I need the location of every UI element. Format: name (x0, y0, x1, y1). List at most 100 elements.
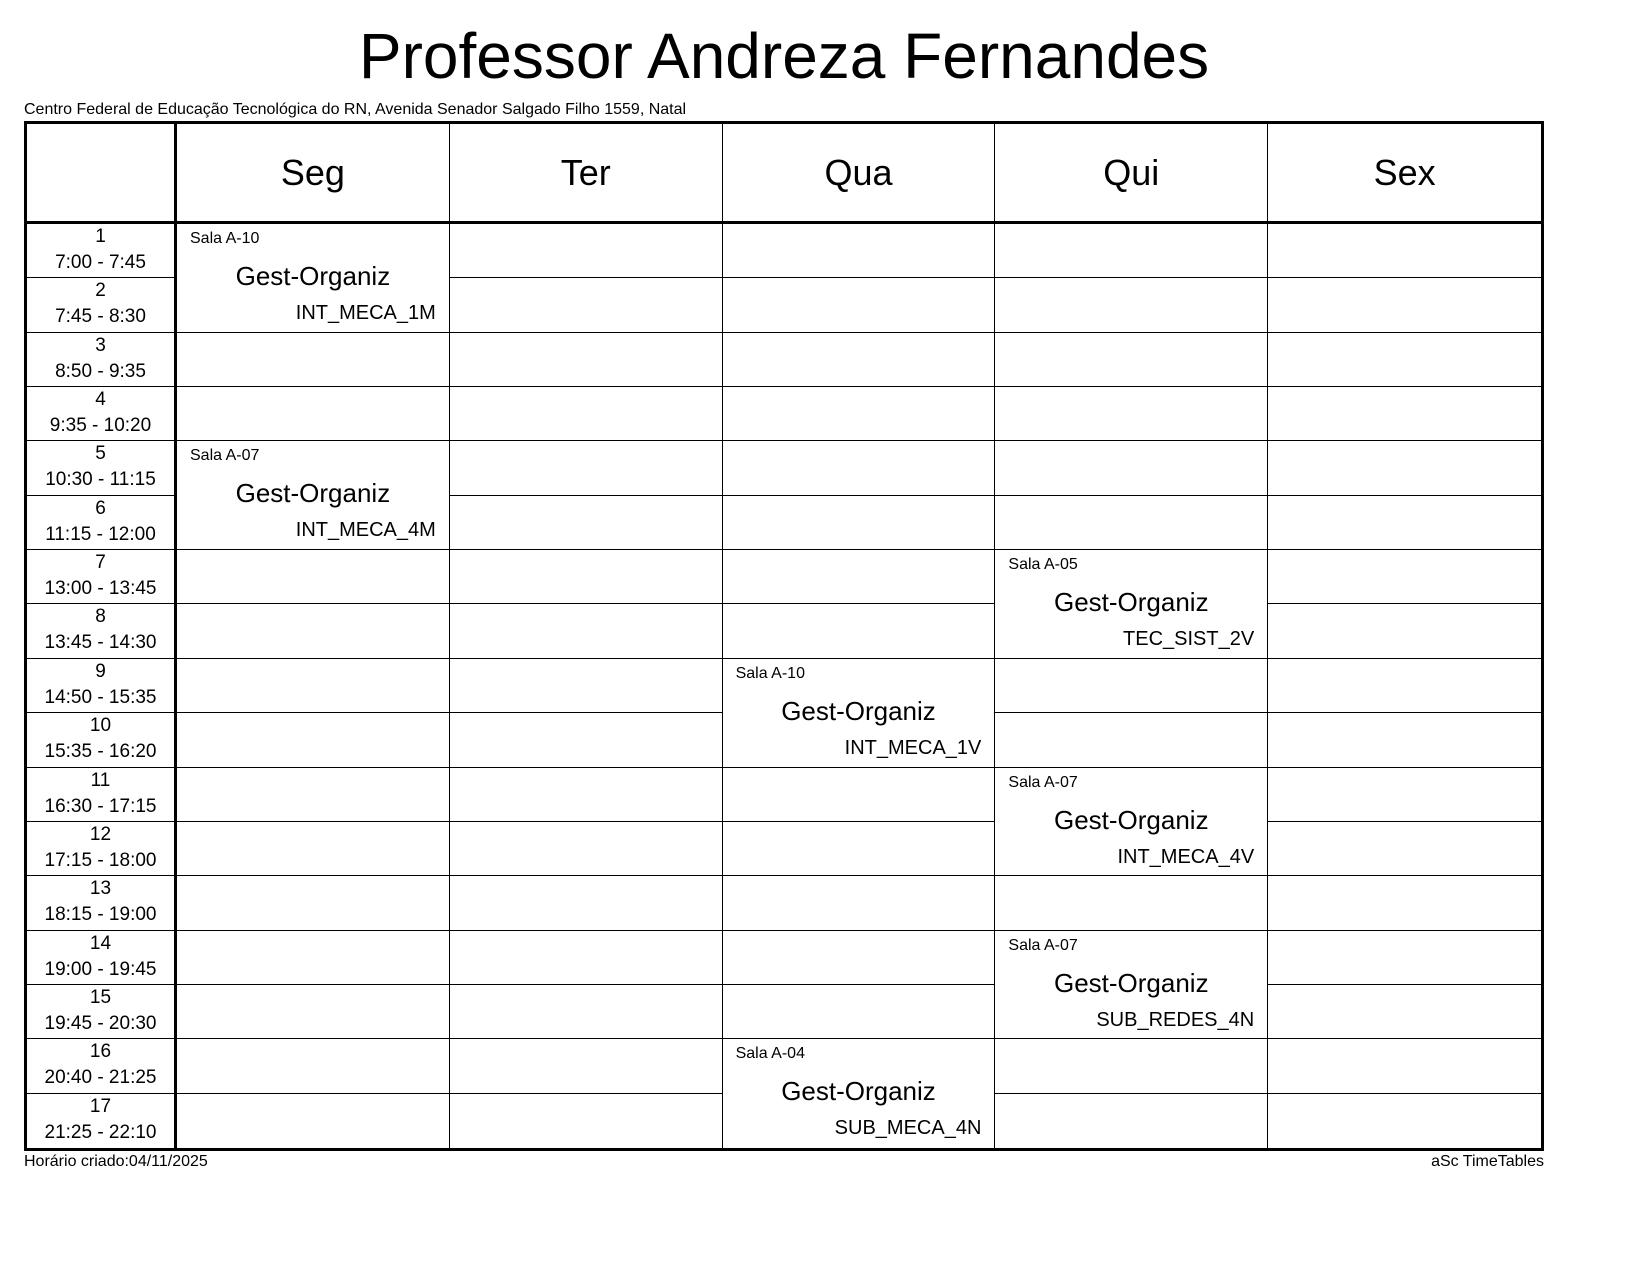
period-number: 9 (95, 660, 106, 682)
period-number: 12 (89, 823, 112, 845)
corner-cell (27, 124, 177, 224)
empty-slot (449, 224, 723, 279)
subject-label: Gest-Organiz (235, 261, 391, 291)
empty-slot (995, 1039, 1269, 1094)
empty-slot (449, 767, 723, 822)
period-time: 20:40 - 21:25 (44, 1067, 157, 1089)
empty-slot (449, 278, 723, 333)
period-number: 3 (95, 334, 106, 356)
empty-slot (177, 821, 450, 877)
empty-slot (177, 658, 450, 714)
empty-slot (722, 930, 996, 985)
empty-slot (449, 604, 723, 659)
period-time: 7:00 - 7:45 (55, 252, 146, 273)
empty-slot (995, 224, 1269, 279)
subject-label: Gest-Organiz (1053, 804, 1209, 835)
empty-slot (1268, 604, 1541, 659)
empty-slot (1268, 333, 1541, 388)
empty-slot (449, 387, 723, 442)
empty-slot (995, 1093, 1269, 1148)
empty-slot (1268, 713, 1541, 768)
period-cell: 6 11:15 - 12:00 (27, 495, 177, 551)
period-number: 17 (89, 1095, 112, 1117)
empty-slot (1268, 876, 1541, 931)
empty-slot (995, 876, 1269, 931)
period-number: 11 (90, 769, 111, 791)
empty-slot (722, 767, 996, 822)
subject-label: Gest-Organiz (781, 695, 936, 726)
empty-slot (995, 658, 1269, 714)
period-cell: 14 19:00 - 19:45 (27, 930, 177, 985)
lesson-card: Sala A-05 Gest-Organiz TEC_SIST_2V (995, 550, 1269, 659)
empty-slot (449, 821, 723, 877)
room-label: Sala A-07 (1008, 773, 1078, 791)
empty-slot (722, 984, 996, 1040)
empty-slot (995, 713, 1269, 768)
empty-slot (1268, 224, 1541, 279)
subject-label: Gest-Organiz (235, 478, 391, 509)
day-header: Sex (1268, 124, 1541, 224)
period-cell: 17 21:25 - 22:10 (27, 1093, 177, 1148)
lesson-card: Sala A-10 Gest-Organiz INT_MECA_1V (722, 658, 996, 768)
room-label: Sala A-07 (1008, 936, 1078, 954)
period-number: 8 (95, 606, 106, 628)
lesson-card: Sala A-07 Gest-Organiz SUB_REDES_4N (995, 930, 1269, 1040)
period-cell: 12 17:15 - 18:00 (27, 821, 177, 877)
period-time: 15:35 - 16:20 (44, 741, 157, 763)
period-time: 16:30 - 17:15 (44, 795, 157, 817)
empty-slot (995, 332, 1269, 388)
empty-slot (177, 1039, 450, 1094)
period-time: 13:45 - 14:30 (44, 632, 157, 654)
room-label: Sala A-07 (190, 447, 260, 465)
period-cell: 2 7:45 - 8:30 (27, 278, 177, 333)
empty-slot (722, 876, 996, 931)
empty-slot (177, 1093, 450, 1148)
period-cell: 1 7:00 - 7:45 (27, 224, 177, 279)
empty-slot (177, 930, 450, 985)
empty-slot (177, 550, 450, 605)
empty-slot (995, 387, 1269, 442)
period-time: 11:15 - 12:00 (45, 523, 156, 545)
period-cell: 8 13:45 - 14:30 (27, 604, 177, 659)
period-number: 14 (89, 932, 112, 954)
period-number: 13 (89, 878, 112, 900)
class-label: SUB_MECA_4N (834, 1117, 982, 1140)
empty-slot (1268, 659, 1541, 714)
period-number: 10 (89, 715, 112, 737)
empty-slot (722, 332, 996, 388)
empty-slot (177, 387, 450, 442)
empty-slot (177, 767, 450, 822)
period-time: 17:15 - 18:00 (44, 849, 157, 871)
empty-slot (177, 713, 450, 768)
period-number: 15 (89, 986, 112, 1008)
empty-slot (995, 495, 1269, 551)
subject-label: Gest-Organiz (1053, 967, 1209, 998)
empty-slot (177, 984, 450, 1040)
created-date: Horário criado:04/11/2025 (24, 1153, 208, 1170)
empty-slot (177, 876, 450, 931)
empty-slot (449, 713, 723, 768)
empty-slot (722, 441, 996, 496)
period-number: 5 (95, 443, 106, 465)
empty-slot (177, 332, 450, 388)
period-time: 9:35 - 10:20 (49, 415, 152, 437)
period-cell: 10 15:35 - 16:20 (27, 713, 177, 768)
empty-slot (1268, 931, 1541, 985)
empty-slot (449, 1039, 723, 1094)
empty-slot (449, 984, 723, 1040)
empty-slot (722, 495, 996, 551)
class-label: INT_MECA_1V (844, 736, 982, 759)
lesson-card: Sala A-04 Gest-Organiz SUB_MECA_4N (723, 1039, 996, 1148)
empty-slot (995, 278, 1269, 333)
day-header: Qua (722, 124, 996, 224)
empty-slot (722, 387, 996, 442)
room-label: Sala A-10 (190, 230, 260, 247)
class-label: SUB_REDES_4N (1096, 1008, 1255, 1031)
empty-slot (449, 930, 723, 985)
period-number: 4 (95, 389, 106, 411)
period-time: 10:30 - 11:15 (45, 469, 156, 491)
empty-slot (449, 441, 723, 496)
empty-slot (1268, 387, 1541, 442)
period-time: 19:45 - 20:30 (44, 1012, 157, 1034)
subject-label: Gest-Organiz (781, 1076, 936, 1107)
